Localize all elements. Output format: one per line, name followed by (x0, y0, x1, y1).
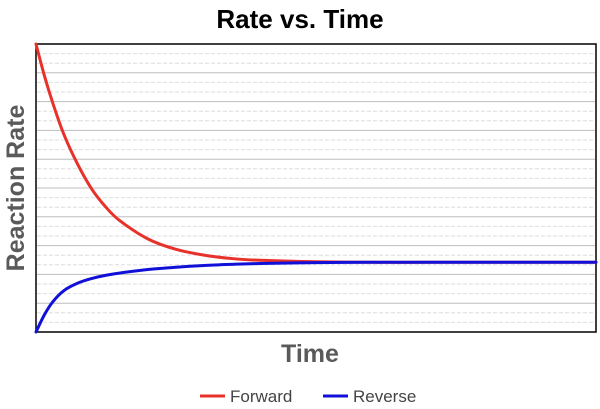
legend-label-forward: Forward (230, 387, 292, 406)
y-axis-label: Reaction Rate (2, 105, 30, 272)
chart-title: Rate vs. Time (216, 4, 383, 34)
series-line-forward (34, 42, 598, 264)
series-line-reverse (34, 260, 598, 334)
x-axis-label: Time (281, 340, 339, 368)
legend-label-reverse: Reverse (353, 387, 416, 406)
grid-lines (37, 53, 595, 323)
series-lines (34, 42, 598, 334)
plot-area-frame (35, 43, 597, 333)
legend: Forward Reverse (200, 387, 416, 406)
